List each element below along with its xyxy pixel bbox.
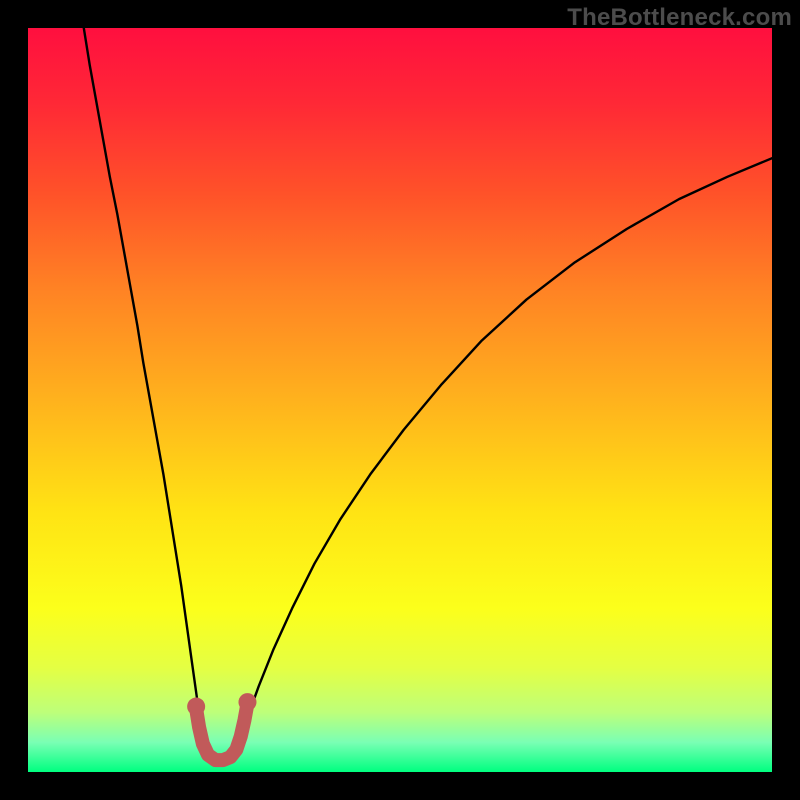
marker-dot-left <box>187 698 205 716</box>
plot-background <box>28 28 772 772</box>
bottleneck-curve-chart <box>0 0 800 800</box>
marker-dot-right <box>238 693 256 711</box>
chart-container: TheBottleneck.com <box>0 0 800 800</box>
